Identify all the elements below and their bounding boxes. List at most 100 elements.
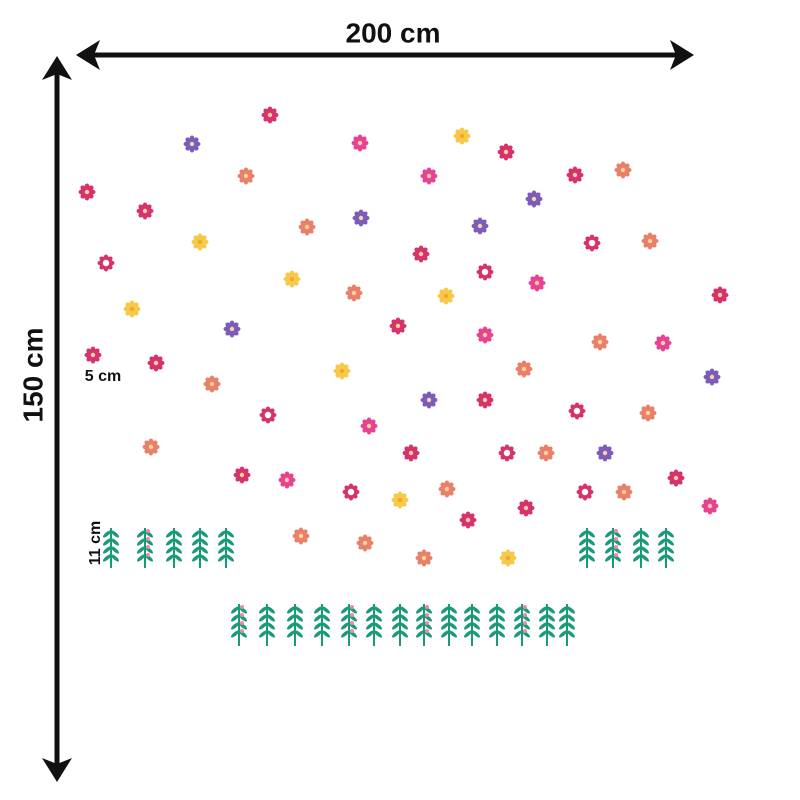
leaf — [294, 606, 304, 614]
leaf — [373, 614, 383, 622]
leaf — [266, 622, 276, 630]
leaf — [225, 538, 235, 546]
bud — [146, 545, 150, 549]
leaf — [513, 606, 523, 614]
flower-decal — [701, 497, 719, 515]
leaf — [340, 614, 350, 622]
leaf — [657, 530, 667, 538]
leaf — [558, 630, 568, 638]
leaf — [665, 554, 675, 562]
flower-center — [197, 239, 203, 245]
flower-center — [362, 540, 368, 546]
flower-decal — [576, 483, 594, 501]
leaf — [391, 606, 401, 614]
leaf — [110, 530, 120, 538]
flower-center — [503, 449, 511, 457]
bud — [146, 537, 150, 541]
flower-decal — [566, 166, 584, 184]
flower-decal — [147, 354, 165, 372]
flower-decal — [123, 300, 141, 318]
stem-decal — [191, 528, 209, 568]
leaf — [225, 546, 235, 554]
flower-decal — [283, 270, 301, 288]
stem-decal — [440, 604, 458, 646]
leaf — [173, 530, 183, 538]
flower-center — [397, 497, 403, 503]
bud — [523, 613, 527, 617]
flower-center — [209, 381, 215, 387]
flower-center — [707, 503, 713, 509]
stem-decal — [136, 528, 154, 568]
stem-decal — [102, 528, 120, 568]
stem-decal — [558, 604, 576, 646]
flower-decal — [342, 483, 360, 501]
leaf — [640, 530, 650, 538]
flower-center — [444, 486, 450, 492]
leaf — [488, 606, 498, 614]
leaf — [513, 622, 523, 630]
leaf — [448, 606, 458, 614]
leaf — [604, 546, 614, 554]
bud — [240, 613, 244, 617]
flower-decal — [142, 438, 160, 456]
stem-decal — [217, 528, 235, 568]
bud — [350, 613, 354, 617]
leaf — [294, 614, 304, 622]
bud — [614, 545, 618, 549]
flower-center — [229, 326, 235, 332]
flower-decal — [412, 245, 430, 263]
flower-decal — [615, 483, 633, 501]
leaf — [566, 630, 576, 638]
flower-decal — [203, 375, 221, 393]
flower-center — [351, 290, 357, 296]
bud — [425, 613, 429, 617]
flower-center — [289, 276, 295, 282]
leaf — [258, 606, 268, 614]
flower-decal — [614, 161, 632, 179]
width-label: 200 cm — [346, 17, 441, 48]
flower-decal — [499, 549, 517, 567]
bud — [425, 629, 429, 633]
leaf — [165, 538, 175, 546]
leaf — [440, 622, 450, 630]
bud — [614, 553, 618, 557]
leaf — [110, 554, 120, 562]
flower-center — [153, 360, 159, 366]
leaf — [225, 554, 235, 562]
flower-center — [465, 517, 471, 523]
flower-decal — [360, 417, 378, 435]
flower-center — [581, 488, 589, 496]
stem-decal — [632, 528, 650, 568]
flower-decal — [476, 391, 494, 409]
leaf — [538, 630, 548, 638]
flower-decal — [528, 274, 546, 292]
leaf — [657, 546, 667, 554]
flower-center — [264, 411, 272, 419]
leaf — [657, 538, 667, 546]
flower-decal — [191, 233, 209, 251]
leaf — [399, 622, 409, 630]
flower-center — [717, 292, 723, 298]
flower-center — [243, 173, 249, 179]
flower-center — [418, 251, 424, 257]
stem-decal — [365, 604, 383, 646]
stem-decal — [286, 604, 304, 646]
leaf — [136, 530, 146, 538]
leaf — [102, 546, 112, 554]
leaf — [463, 630, 473, 638]
stem-decal — [578, 528, 596, 568]
leaf — [321, 630, 331, 638]
leaf — [365, 614, 375, 622]
flower-center — [572, 172, 578, 178]
flower-decal — [453, 127, 471, 145]
leaf — [538, 622, 548, 630]
leaf — [488, 630, 498, 638]
stem-decal — [415, 604, 433, 646]
bud — [240, 621, 244, 625]
leaf — [258, 630, 268, 638]
flower-center — [298, 533, 304, 539]
leaf — [365, 606, 375, 614]
flower-decal — [97, 254, 115, 272]
leaf — [173, 538, 183, 546]
leaf — [546, 630, 556, 638]
